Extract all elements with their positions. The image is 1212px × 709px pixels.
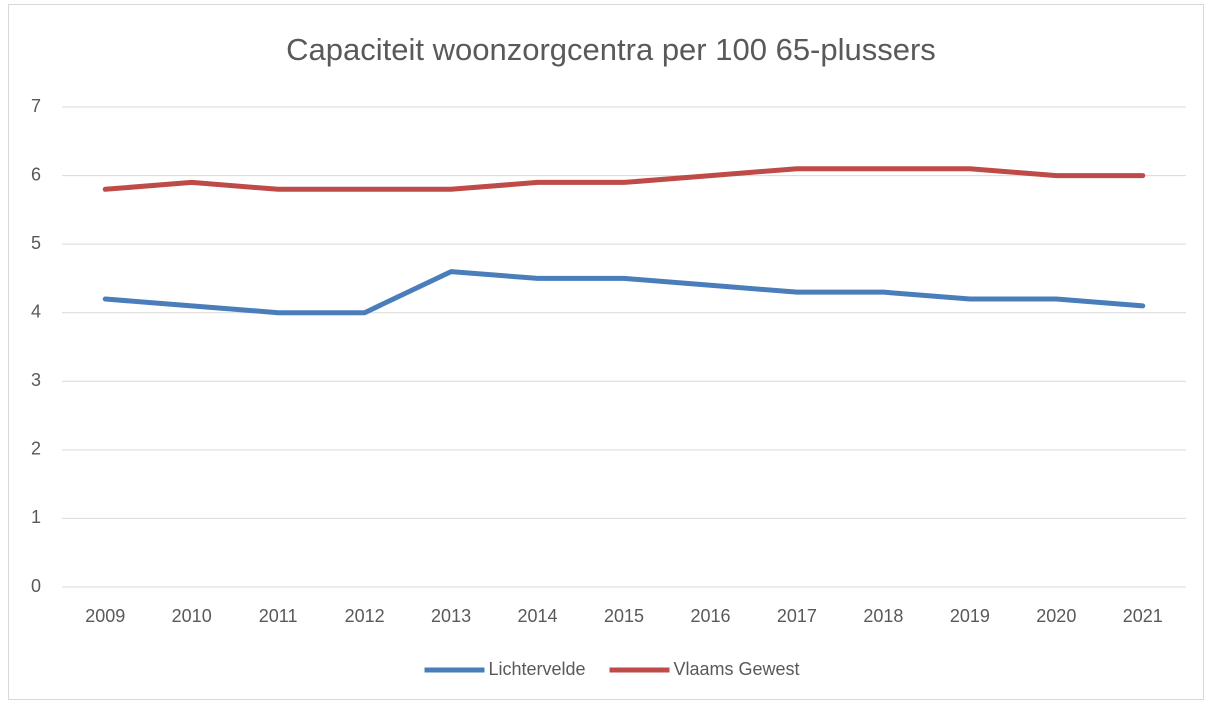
y-tick-label: 0 (31, 576, 41, 596)
x-tick-label: 2015 (604, 606, 644, 626)
y-tick-label: 6 (31, 164, 41, 184)
legend-label: Vlaams Gewest (674, 659, 800, 679)
x-tick-label: 2014 (518, 606, 558, 626)
y-tick-label: 2 (31, 439, 41, 459)
x-tick-label: 2012 (345, 606, 385, 626)
data-line (102, 269, 1146, 316)
x-tick-label: 2010 (172, 606, 212, 626)
x-tick-label: 2013 (431, 606, 471, 626)
x-tick-label: 2017 (777, 606, 817, 626)
x-tick-label: 2020 (1036, 606, 1076, 626)
x-tick-label: 2018 (863, 606, 903, 626)
data-line (102, 166, 1146, 192)
y-tick-label: 3 (31, 370, 41, 390)
x-tick-label: 2019 (950, 606, 990, 626)
x-tick-label: 2009 (85, 606, 125, 626)
y-tick-label: 4 (31, 301, 41, 321)
y-tick-label: 1 (31, 507, 41, 527)
y-tick-label: 7 (31, 96, 41, 116)
y-tick-label: 5 (31, 233, 41, 253)
x-tick-label: 2011 (259, 606, 298, 626)
legend-label: Lichtervelde (489, 659, 586, 679)
chart-title: Capaciteit woonzorgcentra per 100 65-plu… (286, 32, 936, 67)
x-tick-label: 2016 (690, 606, 730, 626)
chart-border (8, 4, 1204, 700)
x-tick-label: 2021 (1123, 606, 1163, 626)
